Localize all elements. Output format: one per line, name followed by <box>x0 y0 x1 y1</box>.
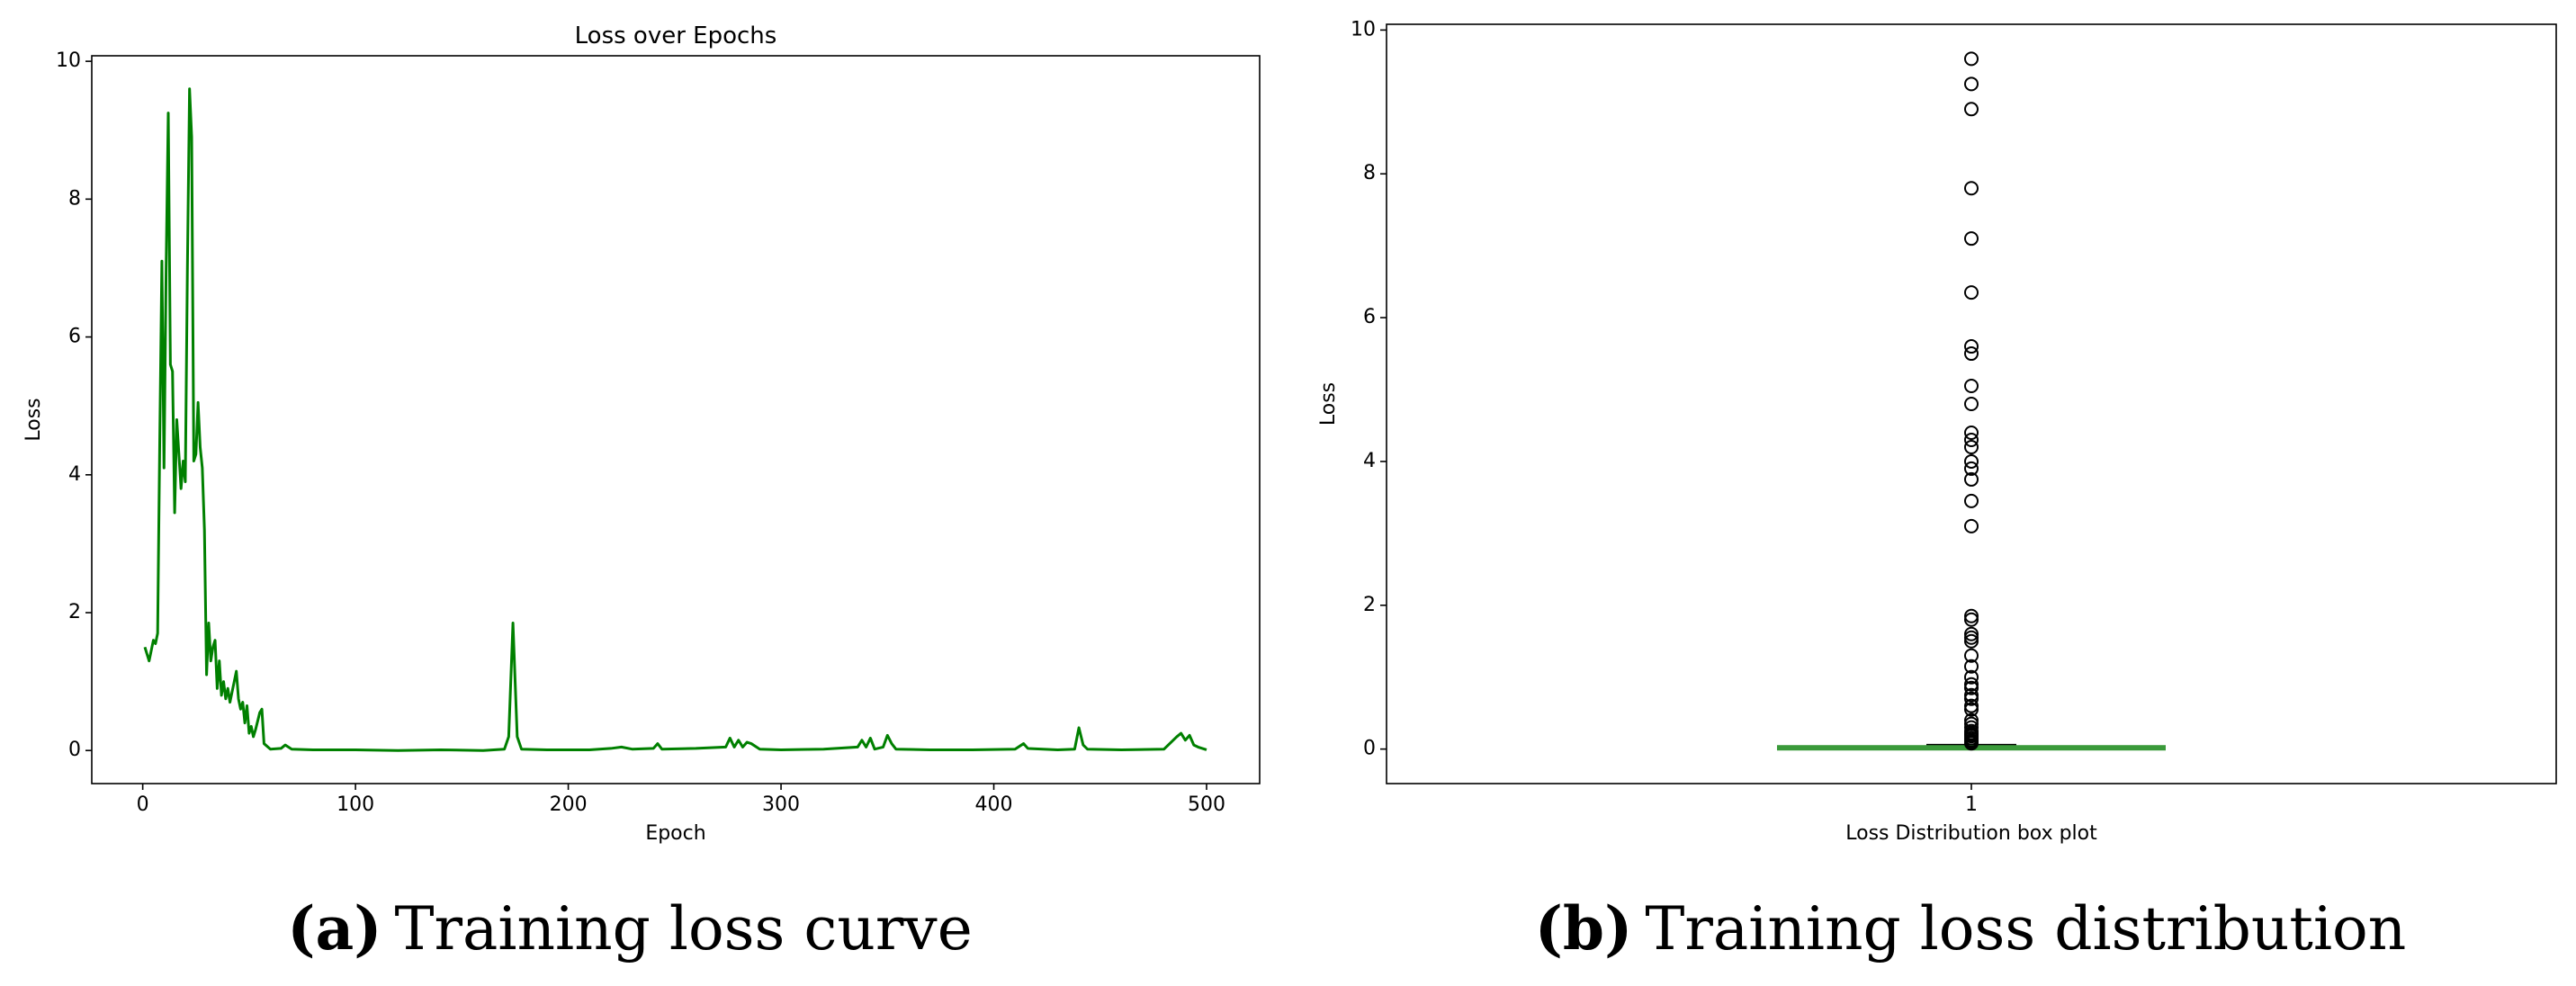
outlier <box>1964 736 1979 751</box>
caption-label: (a) <box>287 893 381 964</box>
outlier <box>1964 439 1979 454</box>
outlier <box>1964 633 1979 649</box>
outlier <box>1964 698 1979 713</box>
y-tick-label: 4 <box>68 463 81 486</box>
y-axis-label: Loss <box>22 398 45 441</box>
axes-frame <box>91 55 1261 784</box>
y-axis-label: Loss <box>1317 382 1340 426</box>
caption: (a) Training loss curve <box>287 893 973 964</box>
y-tick-label: 4 <box>1363 450 1376 472</box>
outlier <box>1964 379 1979 394</box>
outlier <box>1964 461 1979 476</box>
caption-label: (b) <box>1535 893 1633 964</box>
x-tick-label: 1 <box>1965 793 1978 816</box>
outlier <box>1964 453 1979 469</box>
axes-frame <box>1386 23 2557 784</box>
y-tick-label: 8 <box>68 187 81 210</box>
y-tick-label: 2 <box>1363 594 1376 616</box>
y-tick-label: 2 <box>68 601 81 623</box>
y-tick-label: 6 <box>1363 306 1376 328</box>
x-tick-label: 500 <box>1188 793 1225 816</box>
outlier <box>1964 231 1979 246</box>
outlier <box>1964 680 1979 695</box>
x-tick-label: 400 <box>975 793 1013 816</box>
y-tick-label: 8 <box>1363 162 1376 184</box>
outlier <box>1964 669 1979 685</box>
outlier <box>1964 677 1979 692</box>
outlier <box>1964 687 1979 703</box>
x-axis-label: Epoch <box>645 822 705 845</box>
plot-area <box>1777 51 2166 751</box>
outlier <box>1964 397 1979 411</box>
y-tick-label: 10 <box>56 49 81 72</box>
outlier <box>1964 425 1979 440</box>
outlier <box>1964 432 1979 447</box>
outlier <box>1964 493 1979 508</box>
outlier <box>1964 76 1979 92</box>
plot-area <box>143 87 1207 752</box>
caption-text: Training loss curve <box>394 894 972 964</box>
x-tick-label: 100 <box>337 793 374 816</box>
outlier <box>1964 612 1979 627</box>
x-tick-label: 300 <box>762 793 800 816</box>
outlier <box>1964 626 1979 641</box>
outlier <box>1964 630 1979 645</box>
outlier <box>1964 339 1979 354</box>
x-tick-label: 200 <box>550 793 588 816</box>
outlier <box>1964 648 1979 663</box>
caption-text: Training loss distribution <box>1645 894 2406 964</box>
outlier <box>1964 285 1979 300</box>
y-tick-label: 6 <box>68 326 81 348</box>
y-tick-label: 10 <box>1351 18 1376 40</box>
y-tick-label: 0 <box>68 739 81 761</box>
loss-line <box>143 87 1207 752</box>
caption: (b) Training loss distribution <box>1535 893 2407 964</box>
outlier <box>1964 691 1979 706</box>
outlier <box>1964 181 1979 196</box>
y-tick-label: 0 <box>1363 738 1376 760</box>
outlier <box>1964 346 1979 362</box>
outlier <box>1964 702 1979 717</box>
outlier <box>1964 518 1979 533</box>
outlier <box>1964 51 1979 67</box>
outlier <box>1964 659 1979 674</box>
x-axis-label: Loss Distribution box plot <box>1845 822 2097 845</box>
chart-title: Loss over Epochs <box>575 22 777 49</box>
outlier <box>1964 471 1979 487</box>
outlier <box>1964 608 1979 623</box>
x-tick-label: 0 <box>137 793 149 816</box>
outlier <box>1964 102 1979 117</box>
